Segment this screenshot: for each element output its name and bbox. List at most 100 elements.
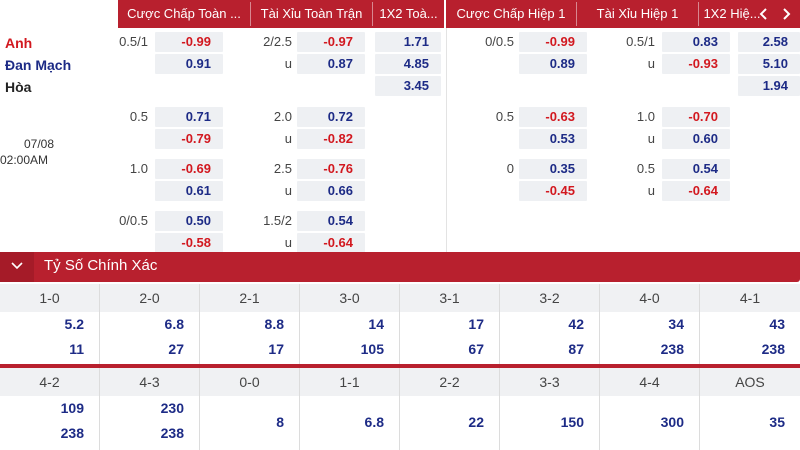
handicap-away-odds[interactable]: 0.61 <box>155 181 223 201</box>
score-home-odds[interactable]: 14 <box>368 316 384 332</box>
score-home-odds[interactable]: 8.8 <box>264 316 284 332</box>
score-odds[interactable]: 6.8 <box>364 414 384 430</box>
score-away-odds[interactable]: 105 <box>360 341 384 357</box>
score-odds[interactable]: 150 <box>560 414 584 430</box>
score-odds[interactable]: 22 <box>468 414 484 430</box>
score-away-odds[interactable]: 87 <box>568 341 584 357</box>
score-home-odds[interactable]: 230 <box>160 400 184 416</box>
col-firsthalf-handicap[interactable]: Cược Chấp Hiệp 1 <box>456 6 566 21</box>
score-away-odds[interactable]: 17 <box>268 341 284 357</box>
col-firsthalf-overunder[interactable]: Tài Xỉu Hiệp 1 <box>596 6 679 21</box>
overunder-line: 2.5 <box>273 161 292 176</box>
over-odds[interactable]: 0.54 <box>662 159 730 179</box>
score-away-odds[interactable]: 238 <box>60 425 84 441</box>
score-away-odds[interactable]: 67 <box>468 341 484 357</box>
x12-away-odds[interactable]: 5.10 <box>738 54 800 74</box>
score-cell: 0-0 8 <box>200 368 300 450</box>
score-odds[interactable]: 8 <box>276 414 284 430</box>
chevron-left-icon <box>759 8 767 20</box>
under-odds[interactable]: 0.60 <box>662 129 730 149</box>
handicap-away-odds[interactable]: 0.91 <box>155 54 223 74</box>
x12-draw-odds[interactable]: 1.94 <box>738 76 800 96</box>
score-home-odds[interactable]: 109 <box>60 400 84 416</box>
under-odds[interactable]: -0.82 <box>297 129 365 149</box>
handicap-line: 0 <box>506 161 514 176</box>
score-home-odds[interactable]: 43 <box>769 316 785 332</box>
under-odds[interactable]: -0.64 <box>297 233 365 253</box>
score-cell: 4-2 109 238 <box>0 368 100 450</box>
col-fulltime-overunder[interactable]: Tài Xỉu Toàn Trận <box>260 6 363 21</box>
x12-home-odds[interactable]: 1.71 <box>375 32 441 52</box>
score-odds[interactable]: 35 <box>769 414 785 430</box>
correct-score-header: Tỷ Số Chính Xác <box>0 252 800 282</box>
under-odds[interactable]: 0.66 <box>297 181 365 201</box>
score-cell: 4-1 43 238 <box>700 284 800 364</box>
over-odds[interactable]: 0.54 <box>297 211 365 231</box>
handicap-home-odds[interactable]: 0.35 <box>519 159 587 179</box>
over-odds[interactable]: -0.97 <box>297 32 365 52</box>
col-fulltime-1x2[interactable]: 1X2 Toà... <box>379 6 438 21</box>
score-label: 3-2 <box>500 284 599 312</box>
handicap-away-odds[interactable]: -0.79 <box>155 129 223 149</box>
score-home-odds[interactable]: 34 <box>668 316 684 332</box>
handicap-home-odds[interactable]: -0.69 <box>155 159 223 179</box>
score-away-odds[interactable]: 11 <box>69 341 84 357</box>
under-odds[interactable]: 0.87 <box>297 54 365 74</box>
match-date: 07/08 <box>23 137 54 151</box>
score-label: 1-1 <box>300 368 399 396</box>
score-away-odds[interactable]: 238 <box>160 425 184 441</box>
handicap-home-odds[interactable]: 0.71 <box>155 107 223 127</box>
score-label: 4-2 <box>0 368 99 396</box>
score-cell: AOS 35 <box>700 368 800 450</box>
handicap-home-odds[interactable]: -0.99 <box>155 32 223 52</box>
overunder-line: 2.0 <box>273 109 292 124</box>
overunder-line: 1.0 <box>636 109 655 124</box>
over-odds[interactable]: -0.76 <box>297 159 365 179</box>
header-divider <box>698 2 699 26</box>
x12-draw-odds[interactable]: 3.45 <box>375 76 441 96</box>
half-divider <box>446 28 447 252</box>
score-label: 3-1 <box>400 284 499 312</box>
score-away-odds[interactable]: 27 <box>168 341 184 357</box>
handicap-away-odds[interactable]: -0.45 <box>519 181 587 201</box>
over-odds[interactable]: 0.83 <box>662 32 730 52</box>
under-odds[interactable]: -0.93 <box>662 54 730 74</box>
score-label: 3-3 <box>500 368 599 396</box>
handicap-home-odds[interactable]: -0.99 <box>519 32 587 52</box>
handicap-home-odds[interactable]: -0.63 <box>519 107 587 127</box>
under-label: u <box>284 131 292 146</box>
score-home-odds[interactable]: 6.8 <box>164 316 184 332</box>
handicap-away-odds[interactable]: 0.53 <box>519 129 587 149</box>
header-prev-button[interactable] <box>754 6 774 22</box>
score-away-odds[interactable]: 238 <box>761 341 785 357</box>
away-team-name: Đan Mạch <box>5 57 72 73</box>
handicap-line: 0.5 <box>495 109 514 124</box>
over-odds[interactable]: 0.72 <box>297 107 365 127</box>
score-home-odds[interactable]: 5.2 <box>64 316 84 332</box>
score-label: 4-1 <box>700 284 800 312</box>
x12-home-odds[interactable]: 2.58 <box>738 32 800 52</box>
handicap-line: 1.0 <box>129 161 148 176</box>
score-cell: 4-4 300 <box>600 368 700 450</box>
handicap-home-odds[interactable]: 0.50 <box>155 211 223 231</box>
over-odds[interactable]: -0.70 <box>662 107 730 127</box>
score-home-odds[interactable]: 17 <box>468 316 484 332</box>
correct-score-toggle[interactable] <box>0 252 34 282</box>
correct-score-row: 4-2 109 238 4-3 230 238 0-0 8 1-1 6.8 2-… <box>0 368 800 450</box>
handicap-away-odds[interactable]: 0.89 <box>519 54 587 74</box>
handicap-line: 0.5 <box>129 109 148 124</box>
under-label: u <box>647 56 655 71</box>
handicap-away-odds[interactable]: -0.58 <box>155 233 223 253</box>
score-cell: 1-0 5.2 11 <box>0 284 100 364</box>
x12-away-odds[interactable]: 4.85 <box>375 54 441 74</box>
score-away-odds[interactable]: 238 <box>660 341 684 357</box>
score-home-odds[interactable]: 42 <box>568 316 584 332</box>
score-cell: 4-0 34 238 <box>600 284 700 364</box>
correct-score-row: 1-0 5.2 11 2-0 6.8 27 2-1 8.8 17 3-0 14 … <box>0 284 800 364</box>
under-odds[interactable]: -0.64 <box>662 181 730 201</box>
col-fulltime-handicap[interactable]: Cược Chấp Toàn ... <box>127 6 241 21</box>
row-divider <box>0 364 800 368</box>
header-next-button[interactable] <box>776 6 796 22</box>
score-odds[interactable]: 300 <box>660 414 684 430</box>
correct-score-title: Tỷ Số Chính Xác <box>44 257 158 274</box>
